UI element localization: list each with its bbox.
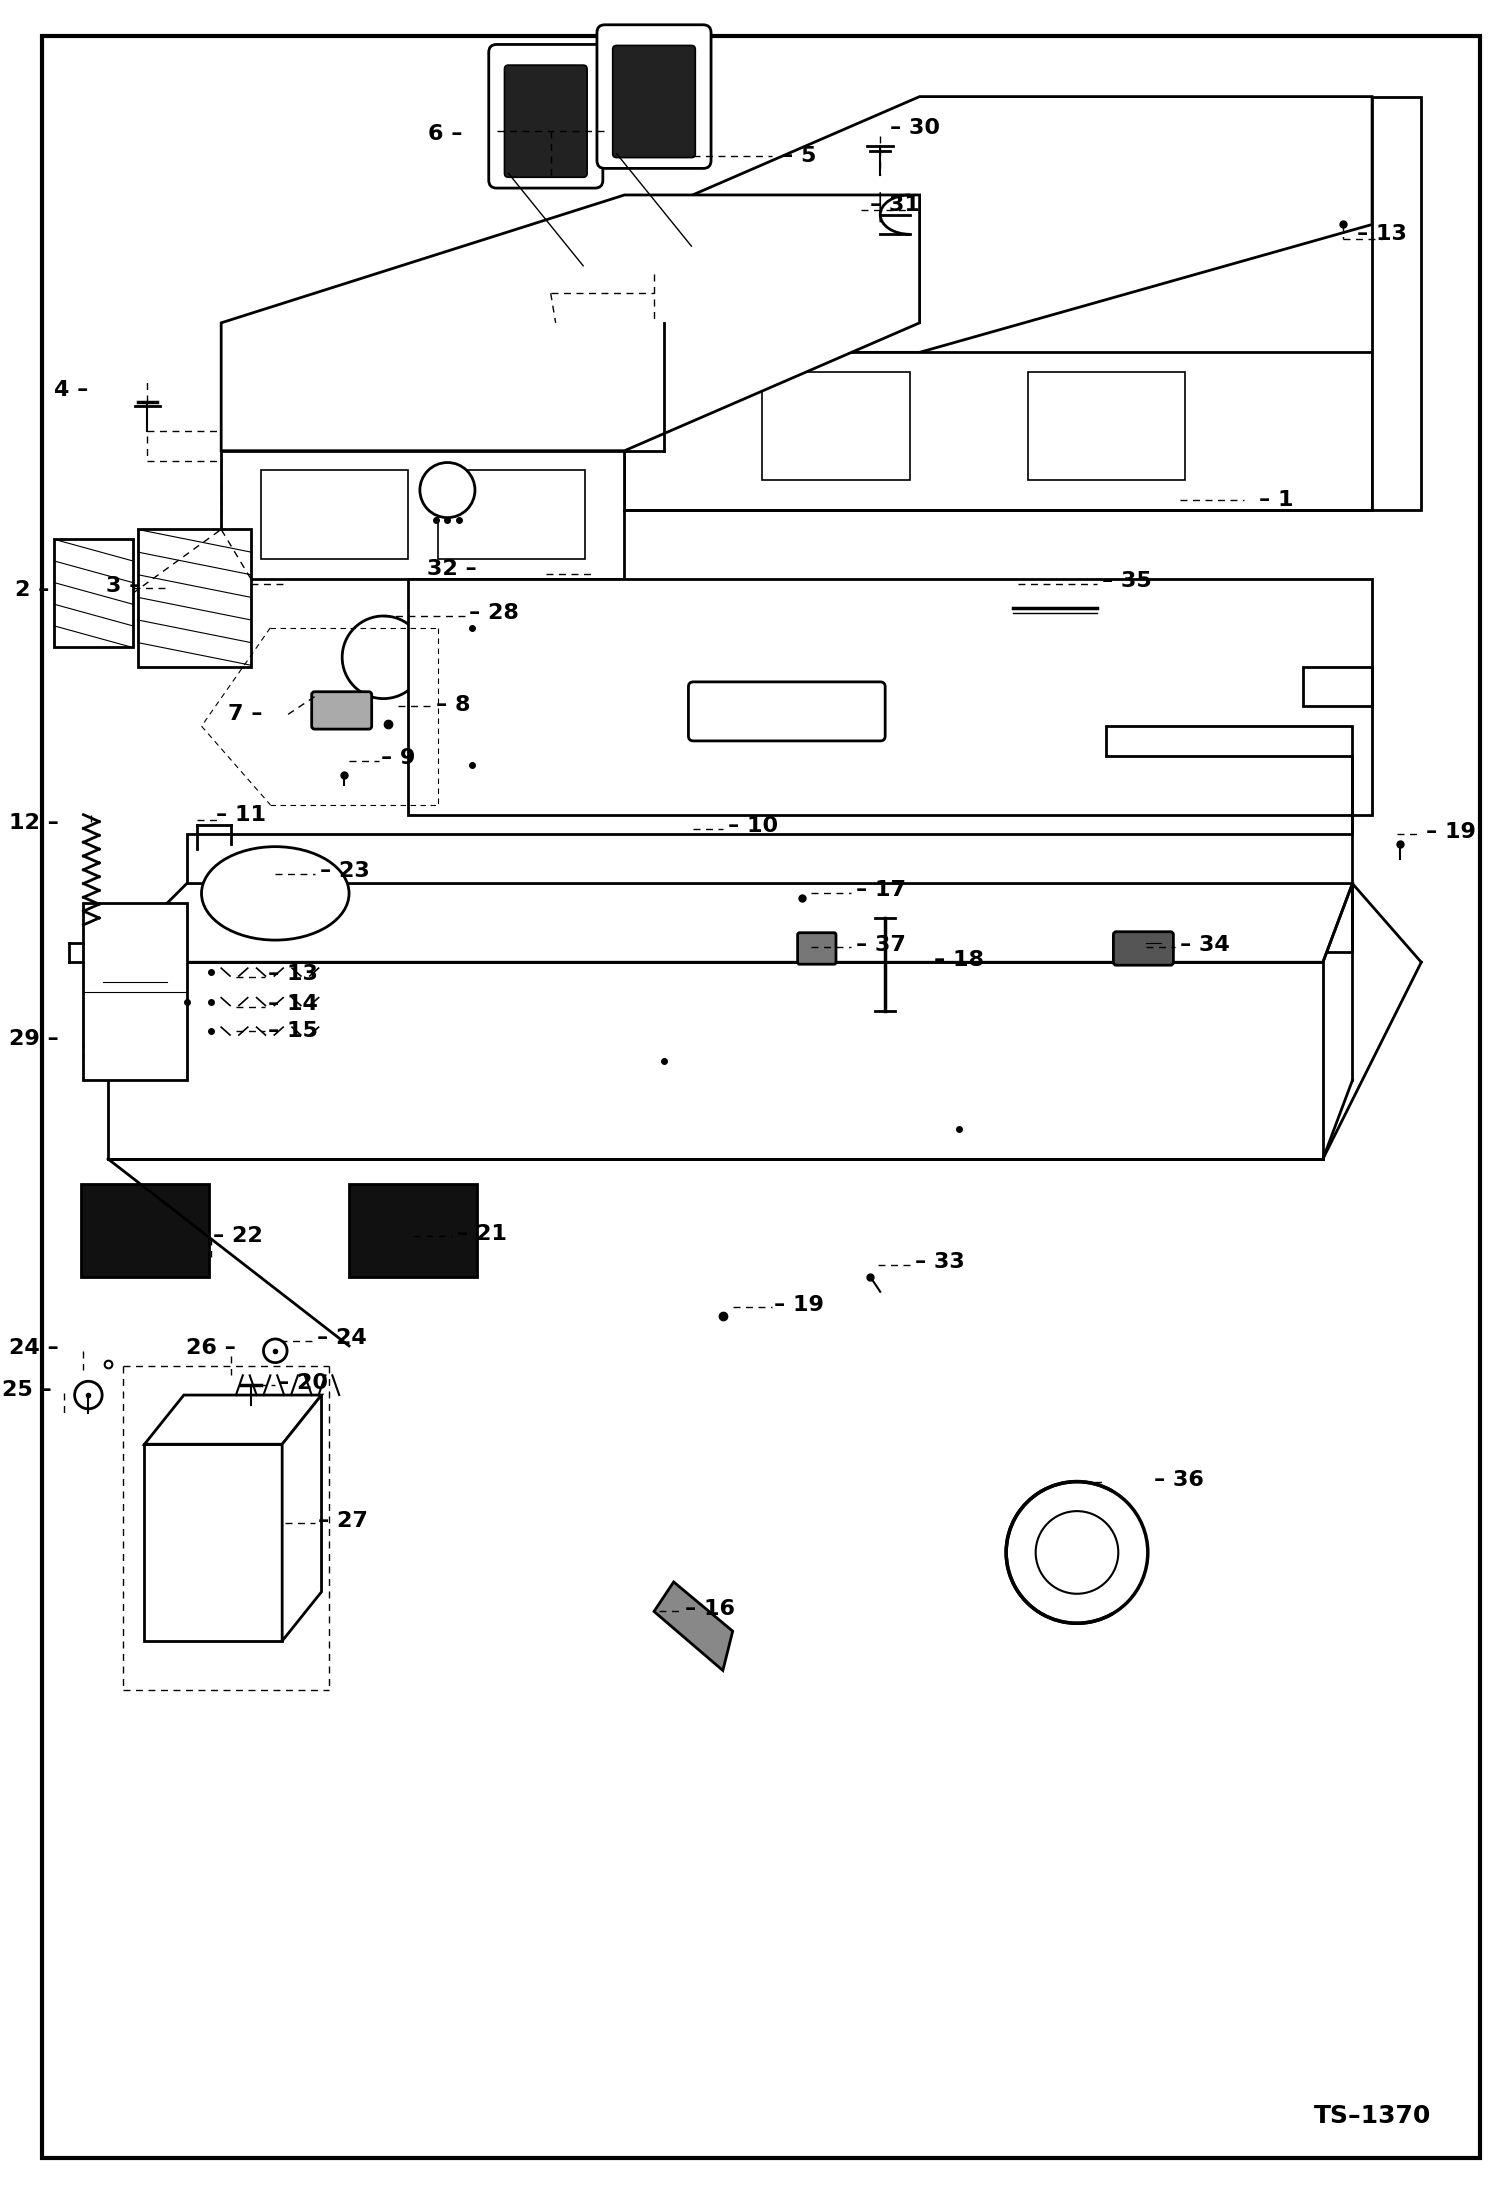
Circle shape — [75, 1382, 102, 1409]
Text: – 33: – 33 — [915, 1253, 965, 1273]
FancyBboxPatch shape — [613, 46, 695, 158]
Polygon shape — [144, 1395, 322, 1444]
Text: – 21: – 21 — [457, 1224, 508, 1244]
Text: – 13: – 13 — [268, 963, 318, 985]
Text: 26 –: 26 – — [186, 1338, 237, 1358]
Text: 25 –: 25 – — [1, 1380, 52, 1400]
Bar — [349, 1183, 476, 1277]
Polygon shape — [1372, 97, 1422, 509]
Text: 3 –: 3 – — [106, 577, 141, 597]
Ellipse shape — [202, 847, 349, 939]
Polygon shape — [1028, 373, 1185, 480]
FancyBboxPatch shape — [797, 932, 836, 963]
Circle shape — [264, 1338, 288, 1362]
Text: 7 –: 7 – — [228, 704, 262, 724]
Text: – 22: – 22 — [213, 1226, 264, 1246]
Text: – 19: – 19 — [774, 1294, 824, 1314]
Text: – 15: – 15 — [268, 1020, 318, 1042]
Text: – 13: – 13 — [1357, 224, 1407, 244]
Text: – 28: – 28 — [469, 603, 518, 623]
Text: – 14: – 14 — [268, 994, 318, 1014]
Polygon shape — [407, 579, 1372, 814]
Polygon shape — [261, 470, 407, 559]
FancyBboxPatch shape — [488, 44, 602, 189]
FancyBboxPatch shape — [312, 691, 372, 728]
Text: 24 –: 24 – — [9, 1338, 58, 1358]
Polygon shape — [144, 1444, 282, 1641]
Polygon shape — [187, 726, 1353, 884]
Text: – 27: – 27 — [318, 1512, 367, 1531]
Text: – 5: – 5 — [782, 145, 816, 165]
FancyBboxPatch shape — [689, 682, 885, 742]
Text: 6 –: 6 – — [428, 125, 463, 145]
Text: – 1: – 1 — [1258, 489, 1293, 509]
Polygon shape — [625, 97, 1372, 353]
Text: – 11: – 11 — [216, 805, 267, 825]
Text: – 17: – 17 — [855, 880, 906, 900]
Polygon shape — [222, 450, 625, 579]
Text: 12 –: 12 – — [9, 812, 58, 832]
Polygon shape — [282, 1395, 322, 1641]
Text: – 19: – 19 — [1426, 823, 1476, 842]
Text: – 31: – 31 — [870, 195, 920, 215]
Text: – 18: – 18 — [935, 950, 984, 970]
Polygon shape — [625, 353, 1372, 509]
Polygon shape — [187, 884, 1353, 952]
Circle shape — [243, 1398, 259, 1413]
Polygon shape — [108, 884, 1353, 963]
Text: – 37: – 37 — [855, 935, 905, 954]
Text: 2 –: 2 – — [15, 581, 49, 601]
Polygon shape — [138, 529, 250, 667]
Polygon shape — [437, 470, 586, 559]
Text: – 10: – 10 — [728, 816, 777, 836]
Text: – 30: – 30 — [890, 118, 941, 138]
Bar — [81, 1183, 210, 1277]
Text: – 35: – 35 — [1101, 570, 1152, 590]
Polygon shape — [222, 195, 920, 450]
Text: – 16: – 16 — [686, 1599, 736, 1619]
Text: – 36: – 36 — [1153, 1470, 1203, 1490]
Polygon shape — [84, 904, 187, 1079]
Text: – 9: – 9 — [380, 748, 415, 768]
Circle shape — [342, 617, 425, 698]
Text: – 20: – 20 — [279, 1373, 328, 1393]
Text: 32 –: 32 – — [427, 559, 476, 579]
Circle shape — [1007, 1481, 1147, 1624]
Text: 29 –: 29 – — [9, 1029, 58, 1049]
Text: 4 –: 4 – — [54, 380, 88, 399]
FancyBboxPatch shape — [1113, 932, 1173, 965]
Text: – 24: – 24 — [316, 1327, 367, 1347]
Text: – 8: – 8 — [436, 695, 470, 715]
Circle shape — [1035, 1512, 1119, 1593]
Polygon shape — [762, 373, 909, 480]
Text: – 34: – 34 — [1180, 935, 1230, 954]
Polygon shape — [108, 963, 1323, 1158]
Circle shape — [419, 463, 475, 518]
Text: TS–1370: TS–1370 — [1314, 2104, 1431, 2128]
FancyBboxPatch shape — [596, 24, 712, 169]
FancyBboxPatch shape — [505, 66, 587, 178]
Polygon shape — [54, 540, 133, 647]
Text: – 23: – 23 — [319, 860, 370, 880]
Polygon shape — [655, 1582, 733, 1670]
